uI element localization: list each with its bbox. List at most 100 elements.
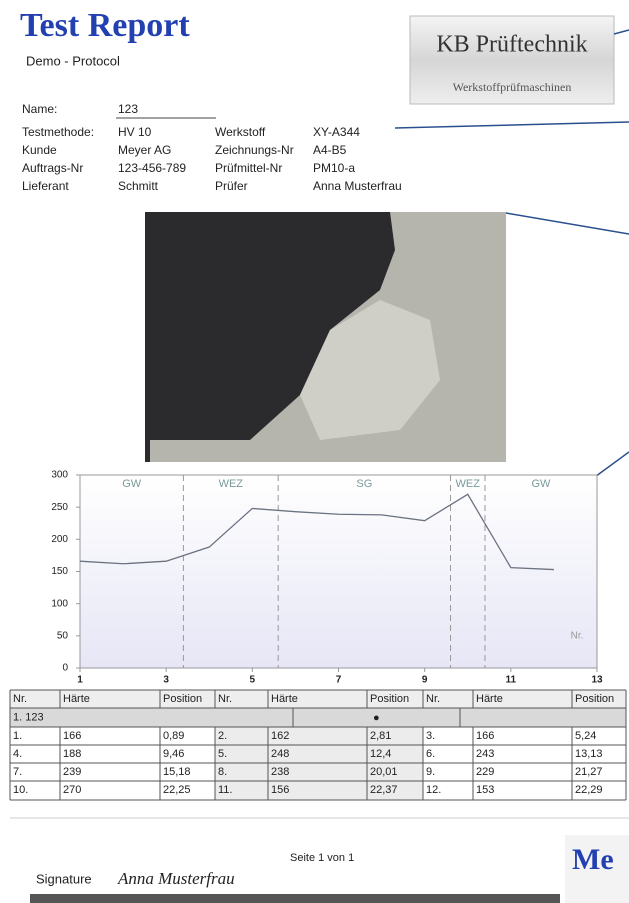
field-value: XY-A344 — [313, 125, 360, 139]
y-tick-label: 0 — [62, 663, 68, 674]
table-cell: 0,89 — [163, 730, 184, 742]
table-cell: 13,13 — [575, 748, 603, 760]
table-cell: 1. — [13, 730, 22, 742]
x-tick-label: 3 — [163, 675, 169, 686]
field-value: Schmitt — [118, 179, 159, 193]
table-cell: 6. — [426, 748, 435, 760]
logo-brand: KB Prüftechnik — [436, 32, 587, 58]
table-cell: 153 — [476, 784, 494, 796]
table-cell: 156 — [271, 784, 289, 796]
table-cell: 229 — [476, 766, 494, 778]
table-cell: 2. — [218, 730, 227, 742]
field-value: PM10-a — [313, 161, 355, 175]
group-label: 1. 123 — [13, 711, 44, 723]
zone-label: GW — [532, 478, 552, 490]
x-tick-label: 9 — [422, 675, 428, 686]
table-cell: 21,27 — [575, 766, 603, 778]
table-cell: 270 — [63, 784, 81, 796]
table-cell: 3. — [426, 730, 435, 742]
table-cell: 5,24 — [575, 730, 596, 742]
x-tick-label: 5 — [250, 675, 256, 686]
field-value: 123-456-789 — [118, 161, 186, 175]
y-tick-label: 150 — [51, 566, 68, 577]
table-cell: 9. — [426, 766, 435, 778]
field-label: Zeichnungs-Nr — [215, 143, 294, 157]
field-value: A4-B5 — [313, 143, 347, 157]
y-tick-label: 300 — [51, 470, 68, 481]
table-cell: 238 — [271, 766, 289, 778]
y-tick-label: 250 — [51, 502, 68, 513]
plot-area — [79, 474, 598, 669]
table-cell: 12,4 — [370, 748, 391, 760]
field-label: Testmethode: — [22, 125, 94, 139]
table-cell: 20,01 — [370, 766, 398, 778]
y-tick-label: 50 — [57, 630, 69, 641]
field-value: HV 10 — [118, 125, 152, 139]
zone-label: GW — [122, 478, 142, 490]
logo-box — [409, 15, 615, 105]
field-label: Werkstoff — [215, 125, 266, 139]
table-cell: 2,81 — [370, 730, 391, 742]
y-tick-label: 100 — [51, 598, 68, 609]
table-cell: Härte — [476, 693, 503, 705]
name-value: 123 — [118, 102, 138, 116]
signature: Anna Musterfrau — [117, 869, 235, 888]
table-cell: 15,18 — [163, 766, 191, 778]
table-cell: 11. — [218, 784, 232, 796]
table-cell: 239 — [63, 766, 81, 778]
signature-label: Signature — [36, 871, 92, 886]
table-cell: 22,29 — [575, 784, 603, 796]
table-cell: 10. — [13, 784, 28, 796]
table-cell: 166 — [476, 730, 494, 742]
zone-label: WEZ — [456, 478, 481, 490]
table-cell: 4. — [13, 748, 22, 760]
zone-label: WEZ — [219, 478, 244, 490]
group-marker: ● — [373, 712, 380, 724]
field-value: Meyer AG — [118, 143, 171, 157]
x-tick-label: 1 — [77, 675, 83, 686]
table-cell: Position — [575, 693, 614, 705]
table-cell: Härte — [63, 693, 90, 705]
table-cell: 248 — [271, 748, 289, 760]
table-cell: 188 — [63, 748, 81, 760]
table-cell: 162 — [271, 730, 289, 742]
y-tick-label: 200 — [51, 534, 68, 545]
field-label: Prüfmittel-Nr — [215, 161, 282, 175]
name-label: Name: — [22, 102, 57, 116]
table-cell: Position — [163, 693, 202, 705]
x-axis-label: Nr. — [571, 631, 584, 642]
table-cell: Position — [370, 693, 409, 705]
field-label: Lieferant — [22, 179, 69, 193]
field-value: Anna Musterfrau — [313, 179, 402, 193]
table-cell: 22,25 — [163, 784, 191, 796]
table-group-bg — [10, 708, 626, 727]
table-cell: 12. — [426, 784, 441, 796]
field-label: Kunde — [22, 143, 57, 157]
next-page — [565, 835, 629, 903]
specimen-photo — [145, 212, 506, 462]
table-cell: Härte — [271, 693, 298, 705]
title: Test Report — [20, 7, 190, 44]
field-label: Auftrags-Nr — [22, 161, 83, 175]
next-page-title: Me — [572, 843, 614, 876]
table-cell: 8. — [218, 766, 227, 778]
bottom-bar — [30, 894, 560, 903]
table-cell: Nr. — [13, 693, 27, 705]
table-cell: 22,37 — [370, 784, 398, 796]
table-cell: 5. — [218, 748, 227, 760]
subtitle: Demo - Protocol — [26, 53, 120, 68]
logo-tagline: Werkstoffprüfmaschinen — [453, 80, 572, 94]
table-cell: 243 — [476, 748, 494, 760]
table-cell: 7. — [13, 766, 22, 778]
table-cell: Nr. — [426, 693, 440, 705]
x-tick-label: 7 — [336, 675, 342, 686]
x-tick-label: 11 — [506, 675, 517, 686]
table-header-bg — [10, 690, 626, 708]
table-cell: 9,46 — [163, 748, 184, 760]
table-cell: 166 — [63, 730, 81, 742]
page-number: Seite 1 von 1 — [290, 852, 354, 864]
x-tick-label: 13 — [591, 675, 603, 686]
zone-label: SG — [356, 478, 372, 490]
